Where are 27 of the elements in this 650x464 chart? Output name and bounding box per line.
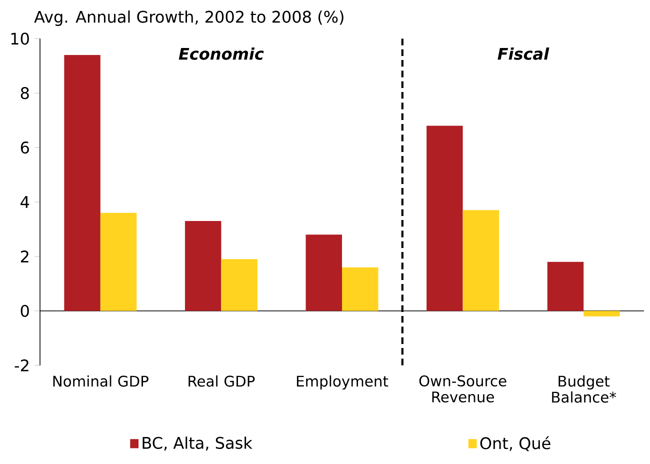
y-tick-label: 8 [20,87,29,100]
y-tick-label: 4 [20,196,30,208]
bar [221,259,258,311]
annotation: Fiscal [498,47,550,60]
y-tick-label: 6 [20,141,29,154]
annotation: Economic [178,47,264,60]
bar [342,267,378,311]
bar [184,221,222,311]
x-tick-label: Budget Balance* [552,375,616,403]
bar [100,212,137,311]
x-tick-label: Nominal GDP [53,375,148,387]
bar [547,262,584,311]
x-tick-label: Own-Source Revenue [419,375,506,402]
bar [306,234,342,311]
bar [584,310,620,316]
legend-label: Ont, Qué [480,436,550,452]
x-tick-label: Real GDP [188,375,255,387]
bar [64,54,100,311]
x-tick-label: Employment [296,375,388,390]
legend-label: BC, Alta, Sask [142,436,252,451]
y-tick-label: -2 [14,359,28,372]
y-tick-label: 10 [11,32,29,45]
y-tick-label: 2 [20,250,28,262]
bar [462,210,500,311]
bar [426,126,463,311]
chart-title: Avg. Annual Growth, 2002 to 2008 (%) [34,10,344,26]
y-tick-label: 0 [20,304,29,317]
